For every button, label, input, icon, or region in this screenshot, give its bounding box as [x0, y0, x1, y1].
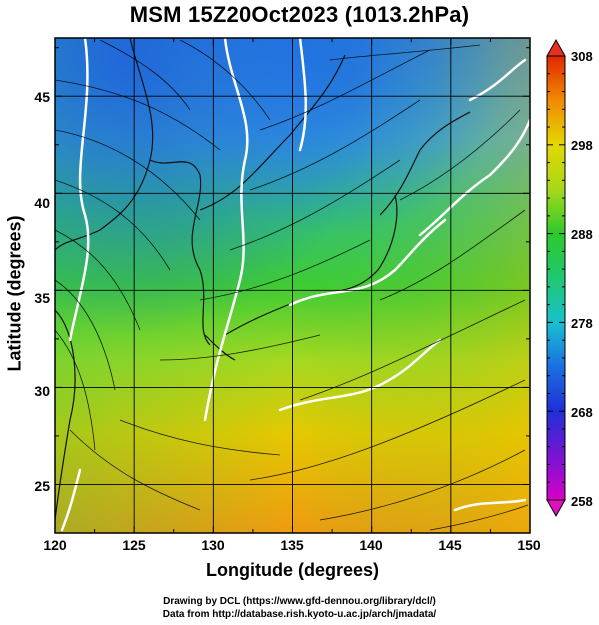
y-tick-label: 30: [34, 383, 50, 399]
x-tick-label: 120: [43, 537, 67, 553]
x-axis-label: Longitude (degrees): [205, 560, 379, 580]
colorbar-label: 308: [571, 49, 593, 64]
lat-lon-grid: [55, 38, 530, 533]
x-tick-label: 130: [201, 537, 225, 553]
colorbar-ticks: [547, 55, 565, 501]
y-tick-label: 35: [34, 290, 50, 306]
colorbar-scale: [546, 55, 566, 501]
credit-line-data: Data from http://database.rish.kyoto-u.a…: [162, 609, 437, 620]
y-axis-label: Latitude (degrees): [4, 215, 25, 372]
x-tick-label: 125: [122, 537, 146, 553]
colorbar-label: 288: [571, 227, 593, 242]
x-tick-label: 145: [438, 537, 462, 553]
coastlines: [55, 38, 471, 521]
x-tick-label: 140: [359, 537, 383, 553]
colorbar-upper-arrow: [546, 38, 566, 57]
colorbar-lower-arrow: [546, 499, 566, 518]
y-tick-label: 45: [34, 89, 50, 105]
axis-ticks: [54, 38, 531, 533]
colorbar-label: 268: [571, 405, 593, 420]
y-tick-label: 40: [34, 195, 50, 211]
colorbar-label: 258: [571, 494, 593, 509]
x-tick-label: 135: [280, 537, 304, 553]
credit-line-drawing: Drawing by DCL (https://www.gfd-dennou.o…: [163, 596, 436, 607]
figure-title: MSM 15Z20Oct2023 (1013.2hPa): [129, 2, 470, 27]
colorbar: [546, 38, 566, 518]
y-tick-label: 25: [34, 478, 50, 494]
colorbar-label: 278: [571, 316, 593, 331]
map-panel: [54, 37, 531, 534]
colorbar-label: 298: [571, 138, 593, 153]
x-tick-label: 150: [517, 537, 541, 553]
wind-streamlines: [55, 39, 529, 531]
